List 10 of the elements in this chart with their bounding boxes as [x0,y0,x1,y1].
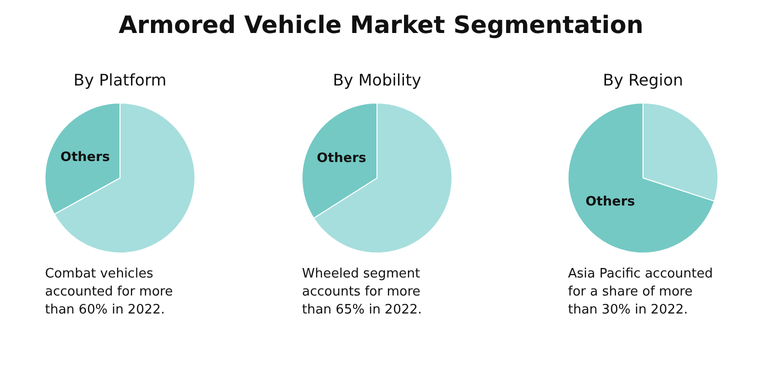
slice-label: Others [585,194,636,210]
slice-label: Others [60,150,110,165]
text: Combat vehicles accounted for more than 60% in 2022. [45,266,177,318]
slice-label: Others [316,150,367,166]
text: Wheeled segment accounts for more than 65% in 2022. [302,266,425,318]
chart-title: By Platform [73,70,167,90]
chart-title: By Region [602,70,684,90]
text: Armored Vehicle Market Segmentation [118,11,644,39]
chart-title: By Mobility [332,70,422,90]
text: Asia Pacific accounted for a share of more than 30% in 2022. [568,266,717,318]
